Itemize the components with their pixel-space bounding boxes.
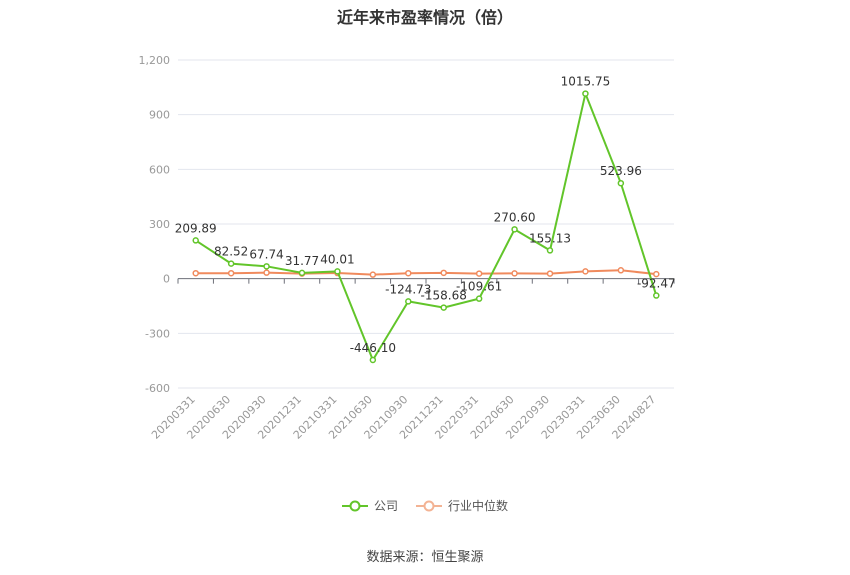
data-point-industry (582, 268, 589, 275)
data-label: 40.01 (320, 252, 354, 266)
data-point-company (475, 295, 483, 302)
data-point-company (405, 298, 412, 305)
legend-marker-industry-icon (416, 500, 442, 511)
source-note: 数据来源：恒生聚源 (366, 550, 484, 565)
series-line-company (195, 90, 658, 363)
data-point-company (263, 263, 270, 270)
data-label: 82.52 (214, 245, 248, 259)
y-tick-label: -600 (145, 382, 170, 395)
data-point-company (298, 269, 306, 277)
data-label: 31.77 (285, 254, 319, 268)
data-point-industry (617, 267, 625, 274)
legend-label-company: 公司 (373, 499, 398, 513)
legend-label-industry: 行业中位数 (448, 499, 509, 513)
series-line-industry (195, 269, 657, 276)
data-point-industry (475, 270, 483, 277)
data-point-industry (369, 271, 377, 278)
legend-item-company[interactable]: 公司 (341, 497, 398, 514)
legend-item-industry[interactable]: 行业中位数 (416, 497, 508, 514)
data-point-company (546, 247, 554, 254)
y-tick-label: 900 (149, 109, 170, 122)
chart-title: 近年来市盈率情况（倍） (336, 8, 513, 27)
legend-marker-company-icon (341, 500, 368, 511)
y-tick-label: 300 (149, 218, 170, 231)
data-point-industry (227, 269, 235, 277)
data-label: 155.13 (529, 231, 571, 245)
data-label: 67.74 (249, 247, 283, 261)
data-point-industry (405, 269, 412, 277)
y-tick-label: -300 (145, 327, 170, 340)
data-point-industry (546, 270, 554, 277)
data-label: -124.73 (385, 282, 431, 296)
data-point-company (582, 90, 589, 97)
data-point-industry (263, 269, 270, 276)
data-point-company (617, 179, 625, 187)
data-point-company (653, 292, 660, 299)
data-label: 523.96 (600, 164, 642, 178)
y-tick-label: 1,200 (139, 54, 171, 67)
data-point-industry (192, 269, 199, 277)
data-point-company (227, 260, 235, 267)
y-tick-label: 0 (163, 273, 170, 286)
data-point-industry (440, 269, 447, 277)
data-point-company (440, 304, 447, 311)
data-label: 270.60 (494, 210, 536, 224)
data-point-industry (653, 270, 660, 278)
data-label: -158.68 (421, 289, 467, 303)
y-tick-label: 600 (149, 163, 170, 176)
data-label: 1015.75 (561, 75, 611, 89)
chart-legend[interactable]: 公司 行业中位数 (0, 497, 850, 514)
data-label: -92.47 (637, 277, 676, 291)
data-point-company (511, 226, 518, 233)
data-label: -446.10 (350, 341, 396, 355)
data-point-company (334, 268, 341, 275)
data-label: -109.61 (456, 280, 502, 294)
data-point-company (192, 237, 199, 244)
data-point-industry (511, 270, 518, 277)
data-point-company (369, 356, 377, 364)
data-label: 209.89 (175, 221, 217, 235)
